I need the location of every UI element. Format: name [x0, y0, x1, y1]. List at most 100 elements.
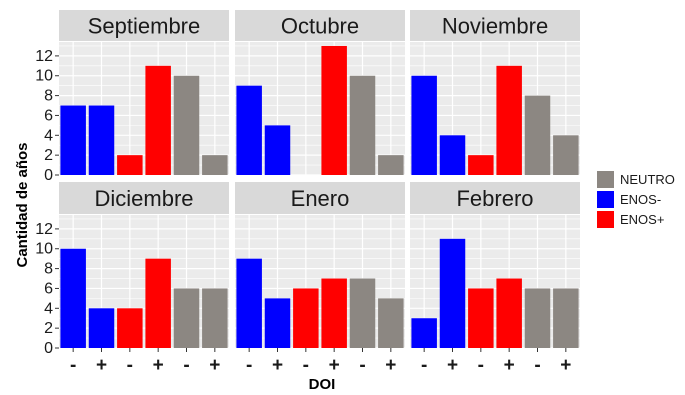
bar: [349, 75, 376, 175]
x-tick-label: +: [272, 355, 283, 376]
y-tick-label: 0: [44, 340, 53, 357]
facet-panel: Octubre: [235, 10, 405, 176]
panel-background: [59, 215, 229, 348]
panel-background: [235, 215, 405, 348]
bar: [202, 288, 228, 348]
x-tick-label: -: [359, 355, 365, 376]
bar: [553, 288, 579, 348]
y-tick-label: 8: [44, 88, 53, 105]
bar: [117, 308, 143, 348]
facet-strip: [235, 10, 405, 41]
bar: [264, 125, 291, 175]
panel-background: [59, 42, 229, 175]
panel-background: [235, 42, 405, 175]
x-tick-label: +: [96, 355, 107, 376]
bar: [321, 278, 347, 348]
x-tick-label: +: [209, 355, 220, 376]
x-tick-label: +: [385, 355, 396, 376]
x-tick-label: +: [447, 355, 458, 376]
facet-panel: Septiembre 0 2 4 6 8 10 12: [35, 10, 229, 184]
facet-panel: Febrero- + - + - +: [410, 182, 580, 376]
x-tick-label: -: [246, 355, 252, 376]
facet-title: Noviembre: [442, 14, 548, 39]
y-tick-label: 2: [44, 147, 53, 164]
bar: [411, 75, 437, 175]
y-tick-label: 12: [35, 48, 53, 65]
facet-strip: [59, 10, 229, 41]
x-tick-label: +: [560, 355, 571, 376]
bar: [439, 238, 466, 348]
bar: [524, 95, 551, 175]
facet-panel: Noviembre: [410, 10, 580, 176]
x-tick-label: +: [329, 355, 340, 376]
x-tick-label: +: [504, 355, 515, 376]
legend-swatch: [597, 211, 614, 228]
bar: [524, 288, 551, 348]
facet-panel: Enero- + - + - +: [235, 182, 405, 376]
legend-swatch: [597, 191, 614, 208]
facet-strip: [410, 10, 580, 41]
bar: [117, 155, 143, 175]
bar: [202, 155, 228, 175]
panel-background: [410, 42, 580, 175]
facet-strip: [410, 182, 580, 214]
bar: [468, 155, 494, 175]
y-tick-label: 6: [44, 107, 53, 124]
legend-item: NEUTRO: [597, 171, 675, 188]
facet-title: Diciembre: [94, 186, 193, 211]
y-tick-label: 4: [44, 300, 53, 317]
bar: [145, 65, 171, 175]
y-tick-label: 0: [44, 167, 53, 184]
legend-item: ENOS+: [597, 211, 664, 228]
legend-label: NEUTRO: [620, 172, 675, 187]
bar: [236, 258, 262, 348]
bar: [496, 278, 522, 348]
bar: [378, 298, 404, 348]
y-tick-label: 6: [44, 280, 53, 297]
y-tick-label: 10: [35, 241, 53, 258]
legend: NEUTRO ENOS- ENOS+: [597, 171, 675, 228]
bar: [553, 135, 579, 175]
x-tick-label: -: [478, 355, 484, 376]
x-axis-title: DOI: [309, 376, 336, 393]
bar: [145, 258, 171, 348]
legend-swatch: [597, 171, 614, 188]
x-tick-label: +: [153, 355, 164, 376]
bar: [349, 278, 376, 348]
x-tick-label: -: [303, 355, 309, 376]
bar: [321, 45, 347, 175]
bar: [60, 105, 86, 175]
bar: [411, 318, 437, 348]
x-tick-label: -: [534, 355, 540, 376]
facet-strip: [235, 182, 405, 214]
y-tick-label: 2: [44, 320, 53, 337]
bar: [293, 288, 319, 348]
panel-background: [410, 215, 580, 348]
x-tick-label: -: [421, 355, 427, 376]
bar: [264, 298, 291, 348]
facet-panels: Septiembre 0 2 4 6 8 10 12 Octubre Noviembre Dicie…: [35, 10, 580, 376]
facet-title: Enero: [291, 186, 350, 211]
x-tick-label: -: [127, 355, 133, 376]
x-tick-label: -: [183, 355, 189, 376]
bar: [496, 65, 522, 175]
y-tick-label: 10: [35, 68, 53, 85]
legend-item: ENOS-: [597, 191, 661, 208]
y-axis-title: Cantidad de años: [14, 142, 31, 267]
bar: [439, 135, 466, 175]
facet-title: Febrero: [456, 186, 533, 211]
y-tick-label: 12: [35, 221, 53, 238]
facet-strip: [59, 182, 229, 214]
facet-title: Septiembre: [88, 14, 201, 39]
x-tick-label: -: [70, 355, 76, 376]
y-tick-label: 8: [44, 261, 53, 278]
bar: [468, 288, 494, 348]
y-tick-label: 4: [44, 127, 53, 144]
bar: [173, 288, 200, 348]
bar: [88, 105, 115, 175]
legend-label: ENOS-: [620, 192, 661, 207]
bar: [173, 75, 200, 175]
legend-label: ENOS+: [620, 212, 664, 227]
bar: [378, 155, 404, 175]
